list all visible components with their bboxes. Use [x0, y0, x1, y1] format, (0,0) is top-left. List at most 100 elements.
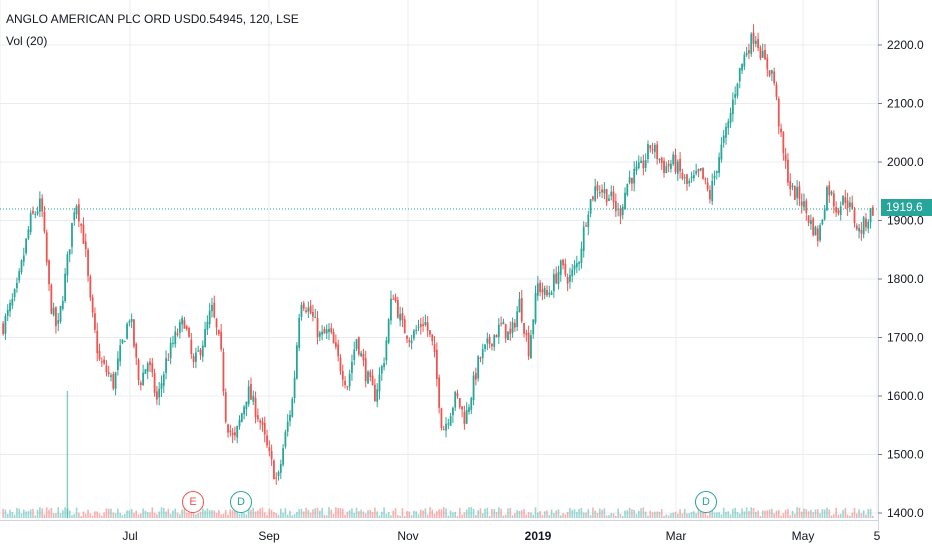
candle-body [736, 83, 739, 96]
candle-body [741, 63, 743, 71]
volume-bar [667, 515, 670, 518]
candle-body [484, 344, 486, 350]
y-tick-label: 1800.0 [887, 272, 924, 286]
volume-bar [80, 515, 82, 518]
volume-bar [73, 514, 76, 518]
candle-body [100, 361, 103, 363]
candle-body [73, 212, 76, 221]
candle-body [77, 204, 80, 222]
volume-bar [573, 509, 576, 518]
candle-body [731, 99, 734, 115]
volume-bar [415, 511, 417, 518]
candle-body [357, 337, 360, 355]
earnings-marker[interactable]: E [182, 491, 204, 513]
candle-body [68, 249, 71, 255]
y-tick-label: 1900.0 [887, 214, 924, 228]
candle-body [151, 363, 154, 373]
candle-body [174, 331, 177, 345]
volume-bar [454, 511, 457, 518]
candle-body [649, 145, 652, 149]
volume-bar [438, 509, 440, 518]
candle-body [844, 197, 847, 203]
volume-bar [800, 511, 803, 518]
candle-body [663, 160, 665, 173]
volume-bar [663, 515, 665, 518]
candle-body [142, 372, 145, 386]
candle-body [116, 358, 119, 370]
candle-body [298, 317, 301, 348]
candle-body [158, 388, 161, 398]
volume-bar [408, 511, 411, 518]
volume-bar [335, 507, 337, 518]
volume-bar [780, 515, 782, 518]
candle-body [706, 182, 709, 190]
volume-bar [78, 512, 80, 518]
candle-body [495, 335, 498, 338]
candle-body [293, 377, 296, 399]
dividend-marker[interactable]: D [695, 491, 717, 513]
candle-body [227, 424, 229, 433]
candle-body [332, 332, 335, 344]
candle-body [2, 323, 5, 334]
volume-bar [32, 508, 34, 518]
candle-body [190, 339, 193, 354]
volume-bar [603, 508, 606, 518]
volume-bar [718, 512, 720, 518]
volume-bar [484, 508, 486, 518]
candle-body [518, 298, 521, 313]
volume-bar [748, 511, 750, 518]
candle-body [229, 430, 232, 433]
candle-body [488, 337, 491, 344]
volume-bar [833, 514, 835, 518]
candle-body [268, 447, 271, 451]
volume-bar [481, 513, 484, 518]
volume-bar [399, 515, 401, 518]
x-tick-label: 2019 [525, 529, 552, 543]
candle-body [252, 395, 255, 402]
candle-body [612, 191, 615, 203]
candle-body [871, 207, 874, 216]
candle-body [472, 375, 475, 401]
volume-indicator-label[interactable]: Vol (20) [6, 34, 48, 48]
volume-bar [509, 507, 512, 518]
candle-body [204, 329, 206, 348]
volume-bar [300, 508, 303, 518]
candle-body [208, 310, 211, 325]
candle-body [22, 255, 25, 262]
candle-body [805, 200, 808, 213]
candle-body [793, 186, 796, 200]
volume-bar [658, 511, 661, 518]
volume-bar [406, 511, 408, 518]
volume-bar [424, 508, 427, 518]
candle-body [312, 311, 314, 317]
volume-bar [853, 507, 856, 518]
volume-bar [137, 514, 140, 518]
candle-body [591, 196, 594, 200]
candle-body [775, 84, 778, 97]
candle-body [417, 326, 420, 328]
candle-body [82, 224, 85, 244]
candle-body [123, 341, 126, 343]
volume-bar [596, 512, 599, 518]
candle-body [43, 211, 46, 232]
candle-body [394, 297, 397, 302]
volume-bar [130, 508, 133, 518]
candle-body [169, 342, 172, 359]
volume-bar [50, 507, 53, 518]
candle-body [798, 186, 801, 200]
volume-bar [257, 510, 259, 518]
candle-body [846, 200, 849, 209]
volume-bar [557, 509, 560, 518]
candle-body [491, 343, 493, 347]
candle-body [709, 190, 711, 200]
volume-bar [846, 514, 849, 518]
volume-bar [736, 511, 739, 518]
candle-body [84, 241, 87, 250]
candle-body [211, 305, 213, 312]
volume-bar [702, 508, 704, 518]
volume-bar [839, 513, 842, 518]
dividend-marker[interactable]: D [230, 491, 252, 513]
volume-bar [82, 511, 85, 518]
volume-bar [704, 512, 707, 518]
